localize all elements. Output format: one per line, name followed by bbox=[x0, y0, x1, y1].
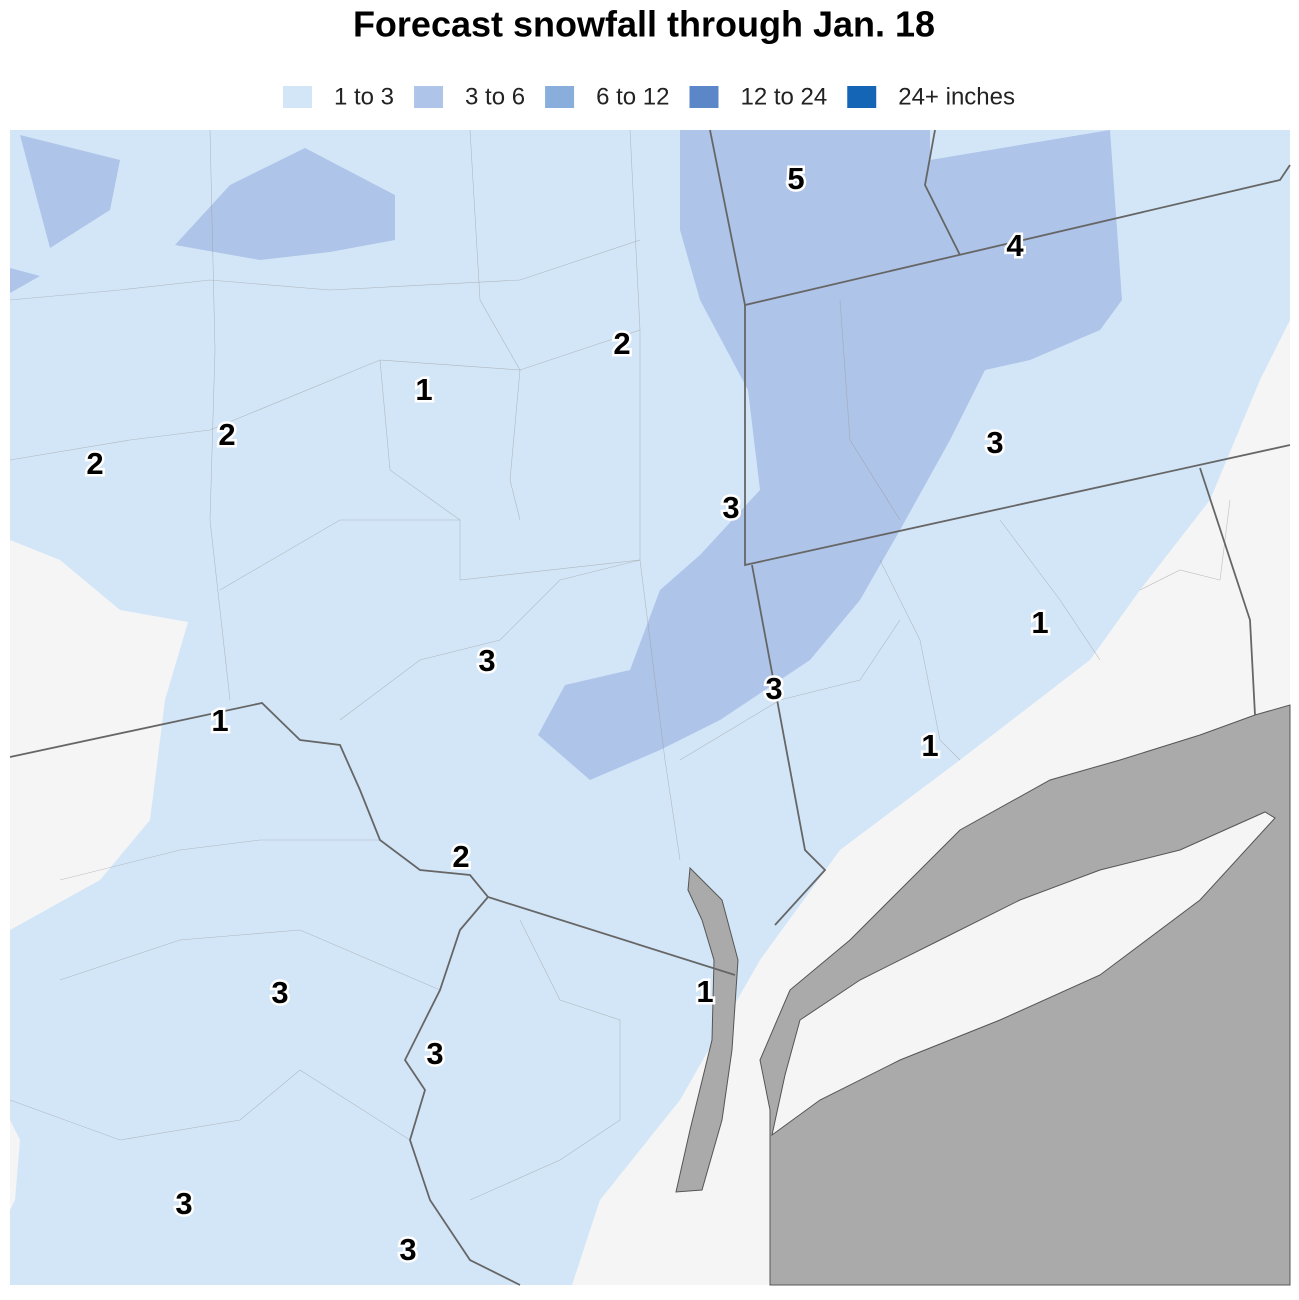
legend-label: 1 to 3 bbox=[334, 83, 394, 110]
legend-label: 12 to 24 bbox=[740, 83, 827, 110]
legend-swatch bbox=[414, 86, 444, 108]
snowfall-label: 3 bbox=[399, 1232, 416, 1267]
snowfall-label: 3 bbox=[722, 490, 739, 525]
legend-label: 24+ inches bbox=[898, 83, 1015, 110]
snowfall-label: 1 bbox=[415, 372, 432, 407]
snowfall-label: 3 bbox=[271, 975, 288, 1010]
snow-3-6-area bbox=[20, 135, 120, 248]
no-snow-area bbox=[10, 1120, 20, 1210]
snowfall-label: 1 bbox=[1031, 605, 1048, 640]
legend-swatch bbox=[545, 86, 575, 108]
snowfall-label: 5 bbox=[787, 161, 804, 196]
snowfall-label: 1 bbox=[696, 974, 713, 1009]
snowfall-label: 2 bbox=[218, 417, 235, 452]
snowfall-label: 1 bbox=[921, 728, 938, 763]
snowfall-labels: 5 4 2 1 2 2 3 3 1 3 3 1 1 2 1 3 3 3 3 bbox=[84, 159, 1051, 1270]
snow-3-6-area bbox=[10, 268, 40, 293]
map bbox=[9, 129, 1291, 1286]
snowfall-label: 3 bbox=[175, 1186, 192, 1221]
state-borders bbox=[9, 129, 1291, 1286]
legend-label: 6 to 12 bbox=[596, 83, 669, 110]
no-snow-area bbox=[10, 540, 188, 930]
county-lines bbox=[9, 129, 1231, 1201]
hudson-river bbox=[675, 866, 739, 1193]
legend-swatch bbox=[689, 86, 719, 108]
snow-3-6-area bbox=[175, 148, 395, 260]
snowfall-label: 3 bbox=[426, 1036, 443, 1071]
legend-label: 3 to 6 bbox=[465, 83, 525, 110]
snowfall-label: 3 bbox=[986, 425, 1003, 460]
snowfall-label: 2 bbox=[86, 446, 103, 481]
long-island bbox=[771, 811, 1276, 1137]
legend-swatch bbox=[282, 86, 312, 108]
snowfall-label: 2 bbox=[613, 326, 630, 361]
snowfall-label: 3 bbox=[765, 671, 782, 706]
legend: 1 to 3 3 to 6 6 to 12 12 to 24 24+ inches bbox=[282, 83, 1015, 110]
snowfall-label: 3 bbox=[478, 643, 495, 678]
snowfall-label: 1 bbox=[211, 703, 228, 738]
title: Forecast snowfall through Jan. 18 bbox=[353, 4, 935, 45]
legend-swatch bbox=[847, 86, 877, 108]
snow-3-6-area bbox=[538, 130, 1122, 780]
snowfall-label: 2 bbox=[452, 839, 469, 874]
snowfall-label: 4 bbox=[1006, 228, 1024, 263]
